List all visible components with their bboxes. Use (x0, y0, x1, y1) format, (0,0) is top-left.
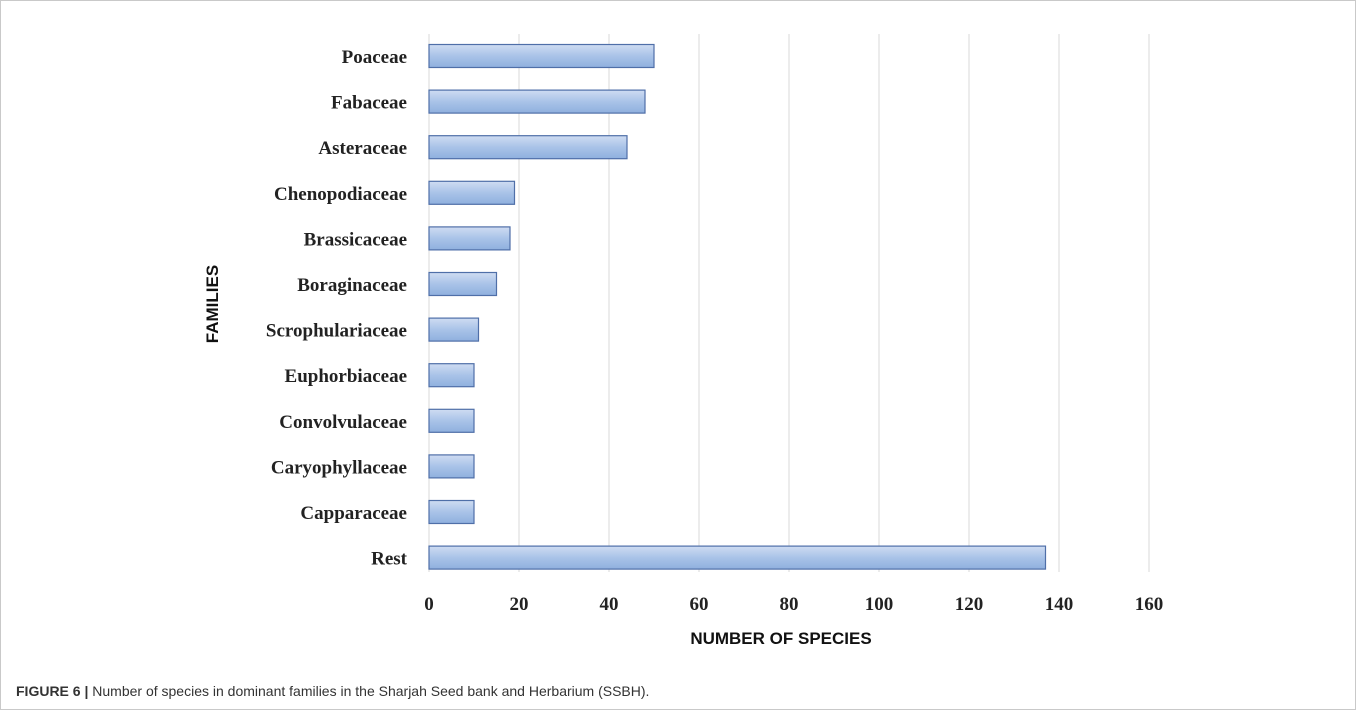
category-label: Boraginaceae (297, 275, 407, 296)
bar (428, 499, 475, 525)
x-tick-label: 0 (424, 594, 434, 615)
bar (428, 317, 480, 342)
x-tick-label: 80 (780, 594, 799, 615)
category-label: Euphorbiaceae (285, 366, 407, 387)
category-label: Rest (371, 549, 408, 570)
bar (428, 135, 628, 160)
bar (428, 271, 498, 297)
bar (428, 454, 475, 479)
x-tick-labels: 0 20 40 60 80 100 120 140 160 (424, 594, 1163, 615)
category-label: Scrophulariaceae (266, 321, 407, 342)
category-label: Fabaceae (331, 93, 407, 114)
x-tick-label: 120 (955, 594, 984, 615)
category-label: Brassicaceae (304, 229, 407, 250)
category-label: Caryophyllaceae (271, 457, 407, 478)
category-label: Chenopodiaceae (274, 184, 407, 205)
x-tick-label: 160 (1135, 594, 1164, 615)
category-label: Poaceae (342, 47, 407, 68)
bar (428, 545, 1047, 570)
caption-label: FIGURE 6 | (16, 683, 89, 699)
bar (428, 180, 516, 205)
bar (428, 43, 655, 69)
category-label: Capparaceae (300, 503, 407, 524)
x-tick-label: 100 (865, 594, 894, 615)
figure-caption: FIGURE 6 | Number of species in dominant… (16, 683, 649, 699)
bar (428, 408, 475, 433)
x-axis-title: NUMBER OF SPECIES (690, 629, 871, 648)
bars (428, 43, 1047, 570)
x-tick-label: 140 (1045, 594, 1074, 615)
category-labels: Poaceae Fabaceae Asteraceae Chenopodiaceae B… (266, 47, 408, 570)
x-tick-label: 60 (690, 594, 709, 615)
caption-text: Number of species in dominant families i… (88, 683, 650, 699)
category-label: Asteraceae (318, 138, 407, 159)
gridlines (428, 34, 1150, 572)
bar (428, 226, 511, 251)
y-axis-title: FAMILIES (203, 265, 222, 343)
category-label: Convolvulaceae (279, 412, 407, 433)
x-tick-label: 40 (600, 594, 619, 615)
bar (428, 89, 646, 114)
bar (428, 363, 475, 388)
x-tick-label: 20 (510, 594, 529, 615)
